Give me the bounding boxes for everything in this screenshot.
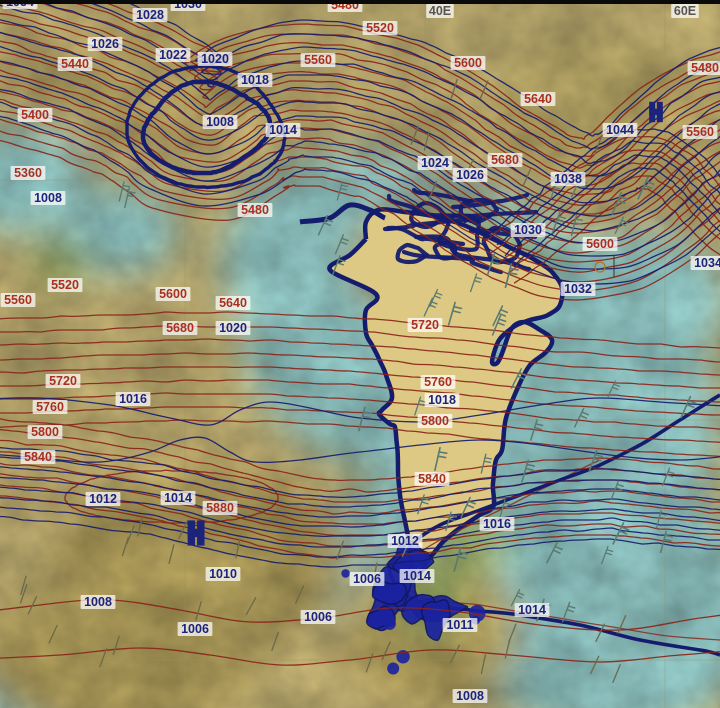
svg-text:1020: 1020 — [201, 52, 229, 66]
svg-text:1034: 1034 — [694, 256, 720, 270]
svg-text:5440: 5440 — [61, 57, 89, 71]
svg-text:5600: 5600 — [159, 287, 187, 301]
svg-text:1012: 1012 — [391, 534, 419, 548]
svg-text:1012: 1012 — [89, 492, 117, 506]
svg-text:5800: 5800 — [421, 414, 449, 428]
svg-text:5840: 5840 — [24, 450, 52, 464]
svg-text:5760: 5760 — [36, 400, 64, 414]
svg-text:5640: 5640 — [524, 92, 552, 106]
svg-text:1008: 1008 — [206, 115, 234, 129]
svg-text:60E: 60E — [674, 4, 696, 18]
svg-text:5520: 5520 — [366, 21, 394, 35]
svg-text:5360: 5360 — [14, 166, 42, 180]
svg-text:5840: 5840 — [418, 472, 446, 486]
svg-text:1008: 1008 — [34, 191, 62, 205]
svg-text:1014: 1014 — [269, 123, 297, 137]
svg-text:1032: 1032 — [564, 282, 592, 296]
svg-text:1020: 1020 — [219, 321, 247, 335]
svg-text:5680: 5680 — [166, 321, 194, 335]
svg-text:1038: 1038 — [554, 172, 582, 186]
svg-text:5520: 5520 — [51, 278, 79, 292]
svg-text:1030: 1030 — [514, 223, 542, 237]
svg-text:5760: 5760 — [424, 375, 452, 389]
svg-text:40E: 40E — [429, 4, 451, 18]
svg-text:1011: 1011 — [446, 618, 473, 632]
svg-text:5600: 5600 — [586, 237, 614, 251]
svg-text:5480: 5480 — [241, 203, 269, 217]
svg-text:1026: 1026 — [456, 168, 484, 182]
svg-text:1026: 1026 — [91, 37, 119, 51]
svg-text:1024: 1024 — [421, 156, 449, 170]
svg-text:1044: 1044 — [606, 123, 634, 137]
svg-text:1018: 1018 — [428, 393, 456, 407]
svg-text:1028: 1028 — [136, 8, 164, 22]
svg-text:5560: 5560 — [4, 293, 32, 307]
svg-text:1008: 1008 — [84, 595, 112, 609]
svg-text:1014: 1014 — [518, 603, 546, 617]
svg-text:5800: 5800 — [31, 425, 59, 439]
svg-text:1022: 1022 — [159, 48, 187, 62]
svg-text:5600: 5600 — [454, 56, 482, 70]
svg-text:1014: 1014 — [403, 569, 431, 583]
svg-text:5480: 5480 — [691, 61, 719, 75]
svg-text:5400: 5400 — [21, 108, 49, 122]
svg-text:5880: 5880 — [206, 501, 234, 515]
svg-text:1014: 1014 — [164, 491, 192, 505]
svg-text:1006: 1006 — [181, 622, 209, 636]
svg-text:5680: 5680 — [491, 153, 519, 167]
svg-text:5720: 5720 — [411, 318, 439, 332]
svg-text:5560: 5560 — [686, 125, 714, 139]
svg-text:5560: 5560 — [304, 53, 332, 67]
svg-text:1006: 1006 — [304, 610, 332, 624]
svg-text:1006: 1006 — [353, 572, 381, 586]
svg-text:1010: 1010 — [209, 567, 237, 581]
svg-text:1016: 1016 — [483, 517, 511, 531]
svg-text:5640: 5640 — [219, 296, 247, 310]
svg-text:5720: 5720 — [49, 374, 77, 388]
svg-text:1018: 1018 — [241, 73, 269, 87]
svg-text:1008: 1008 — [456, 689, 484, 703]
svg-text:1016: 1016 — [119, 392, 147, 406]
